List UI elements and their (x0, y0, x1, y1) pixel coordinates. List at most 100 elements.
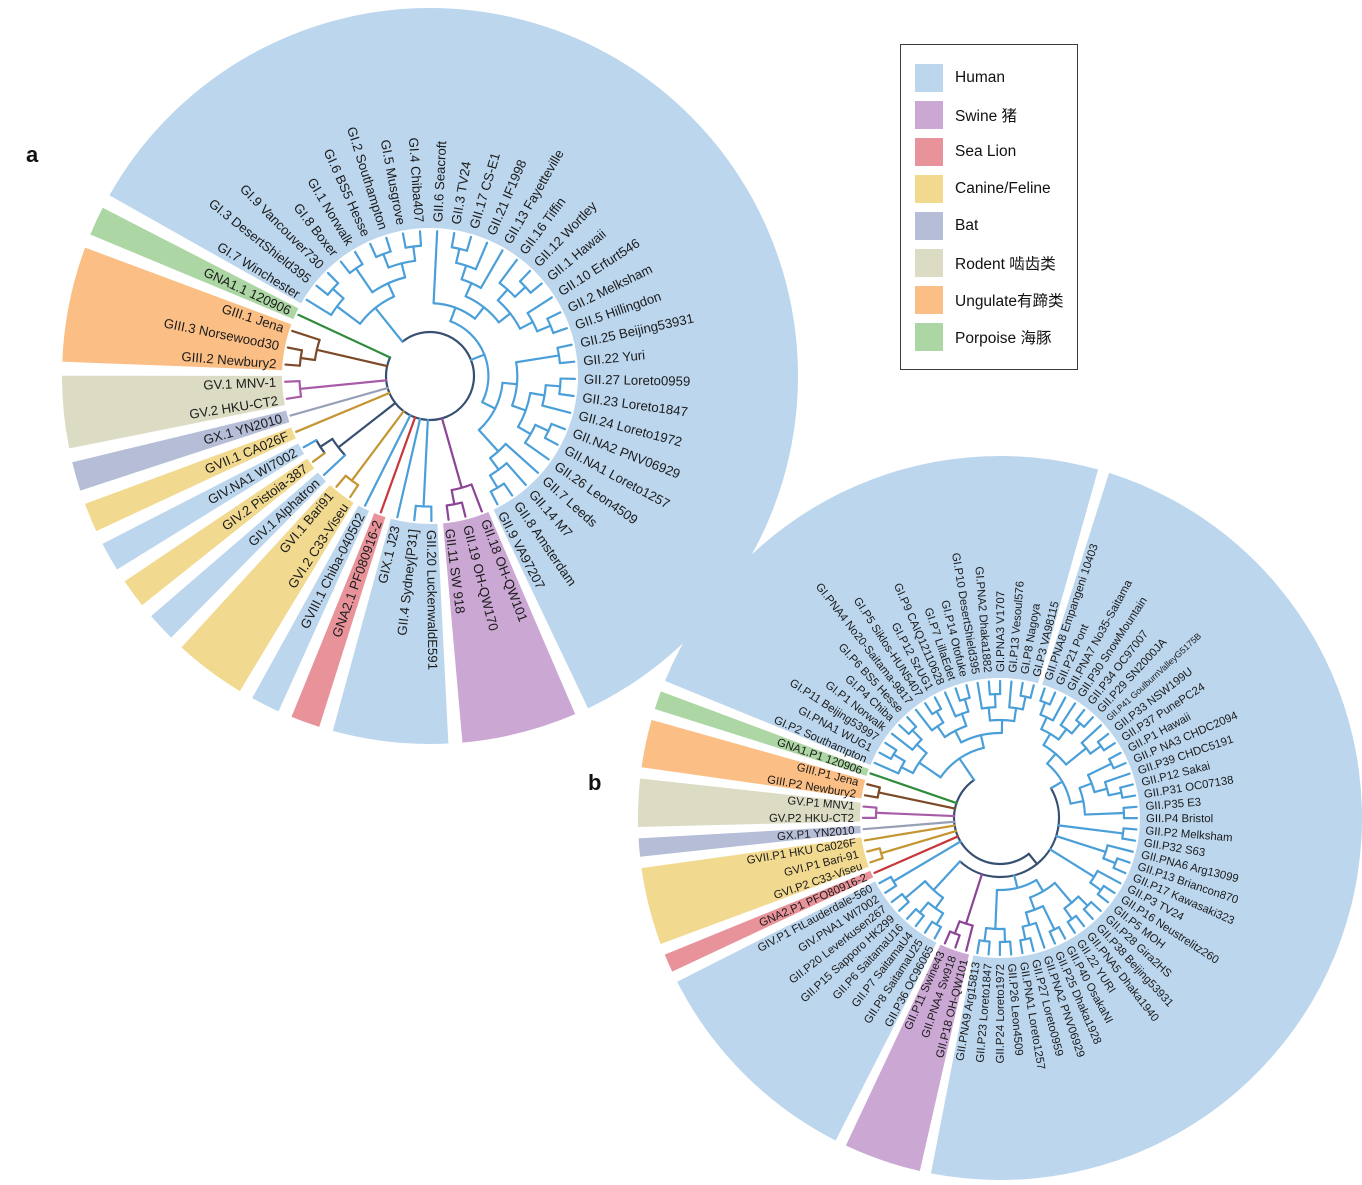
legend-label: Human (955, 69, 1005, 86)
branch-line (954, 729, 963, 744)
host-wedge-rodent (638, 778, 861, 827)
branch-line (546, 311, 562, 320)
branch-line (1066, 920, 1076, 934)
legend-item-human: Human (915, 63, 1077, 93)
branch-line (862, 820, 956, 831)
branch-line (936, 725, 946, 739)
branch-line (469, 353, 486, 361)
branch-line (890, 892, 904, 904)
legend-item-ungulate: Ungulate有蹄类 (915, 285, 1077, 315)
branch-line (550, 422, 566, 431)
leaf-label: GII.22 Yuri (583, 347, 646, 368)
branch-line (1042, 732, 1052, 747)
branch-line (1048, 848, 1096, 878)
branch-line (1096, 893, 1110, 904)
host-wedge-sea_lion (664, 870, 874, 972)
branch-line (877, 791, 957, 810)
branch-line (470, 483, 483, 513)
branch-line (552, 327, 568, 335)
branches (284, 230, 577, 523)
branch-line (382, 252, 390, 269)
branch-line (898, 724, 910, 736)
branch-line (488, 474, 499, 489)
branch-line (518, 269, 532, 283)
branch-line (1122, 827, 1138, 831)
branch-line (965, 924, 974, 952)
branch-line (869, 857, 884, 864)
branch-line (1074, 914, 1086, 928)
host-wedge-human (332, 518, 449, 744)
host-wedge-ungulate (641, 719, 866, 799)
branch-line (1003, 927, 1007, 943)
branch-line (1082, 716, 1094, 728)
host-wedge-bat (72, 410, 290, 491)
branch-line (890, 732, 914, 751)
host-wedge-sea_lion (291, 513, 386, 727)
clade-arc (449, 320, 490, 404)
branch-line (918, 901, 930, 914)
legend-item-rodent: Rodent 啮齿类 (915, 248, 1077, 278)
branch-line (1034, 921, 1046, 949)
branch-line (298, 379, 388, 390)
branch-line (933, 696, 943, 710)
legend-swatch-human (915, 64, 943, 92)
branch-line (541, 404, 572, 414)
legend-label: Swine 猪 (955, 108, 1018, 125)
branch-line (502, 482, 514, 497)
branch-line (295, 391, 391, 433)
branch-line (474, 241, 489, 271)
branch-line (440, 417, 463, 489)
branch-line (884, 884, 898, 894)
branch-line (291, 329, 321, 341)
branch-line (904, 880, 927, 900)
host-wedge-human (109, 8, 798, 709)
branch-line (1083, 811, 1125, 816)
branch-line (1103, 772, 1131, 784)
branch-line (911, 729, 923, 741)
branch-line (900, 766, 915, 775)
branch-line (513, 285, 527, 298)
branch-line (873, 761, 900, 775)
host-wedge-canine (641, 837, 869, 944)
branch-line (1121, 837, 1137, 842)
branch-line (1080, 724, 1102, 744)
branch-line (286, 346, 304, 352)
branch-line (1112, 866, 1127, 875)
branch-line (1057, 926, 1067, 940)
leaf-label: GI.PNA3 V1707 (995, 591, 1007, 672)
branch-line (862, 805, 878, 809)
branch-line (504, 442, 540, 474)
clade-arc (952, 778, 1030, 866)
branch-line (1019, 681, 1024, 697)
branch-line (1049, 780, 1064, 790)
branch-line (914, 914, 925, 928)
branch-line (960, 712, 968, 728)
branch-line (1122, 805, 1138, 809)
legend-swatch-swine (915, 101, 943, 129)
legend-swatch-canine (915, 175, 943, 203)
host-wedge-ungulate (62, 247, 292, 371)
branch-line (315, 284, 329, 296)
branch-line (505, 462, 527, 487)
branch-line (489, 490, 499, 506)
branch-line (396, 417, 422, 519)
branch-line (363, 414, 412, 507)
branch-line (385, 236, 392, 253)
leaf-label: GV.P1 MNV1 (787, 795, 855, 813)
branch-line (1021, 925, 1027, 941)
leaf-label: GIII.2 Newbury2 (181, 349, 277, 371)
branch-line (915, 743, 928, 755)
branch-line (496, 288, 509, 302)
branch-line (923, 920, 934, 934)
branch-line (526, 296, 553, 315)
branch-line (335, 474, 347, 488)
branch-line (866, 847, 881, 853)
branch-line (976, 939, 981, 955)
branch-line (534, 423, 550, 433)
branch-line (369, 242, 378, 259)
branch-line (335, 305, 362, 325)
branch-line (432, 230, 439, 305)
branch-line (1009, 940, 1013, 956)
host-wedge-human (252, 505, 370, 712)
